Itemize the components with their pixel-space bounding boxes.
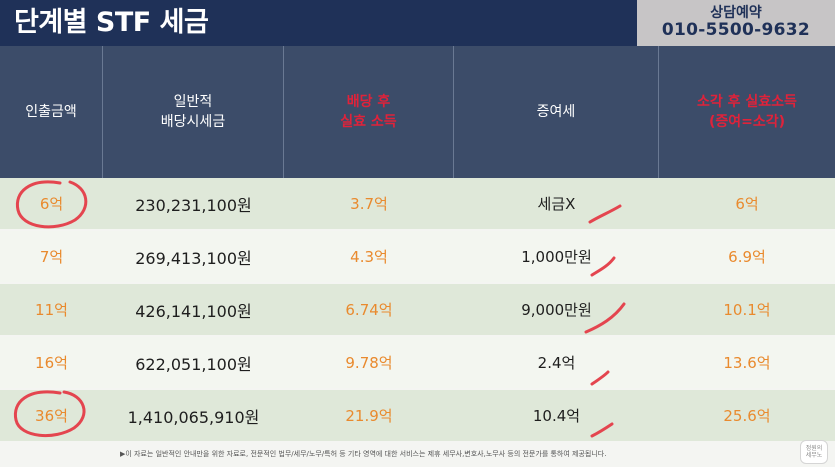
footer: ▶이 자료는 일반적인 안내만을 위한 자료로, 전문적인 법무/세무/노무/특…: [0, 445, 835, 467]
col-header-net-after-retire: 소각 후 실효소득 (증여=소각): [697, 94, 797, 130]
cell-gift-tax: 1,000만원: [521, 248, 592, 266]
cell-withdrawal: 7억: [39, 248, 64, 266]
cell-gift-tax: 세금X: [537, 195, 576, 213]
table-row: 16억 622,051,100원 9.78억 2.4억 13.6억: [0, 337, 835, 388]
cell-gift-tax: 10.4억: [532, 407, 581, 425]
cell-net-after-retire: 6억: [735, 195, 759, 213]
cell-net-income: 4.3억: [350, 248, 388, 266]
cell-net-after-retire: 25.6억: [723, 407, 771, 425]
cell-dividend-tax: 426,141,100원: [135, 301, 252, 321]
cell-net-after-retire: 10.1억: [723, 301, 771, 319]
table-row: 7억 269,413,100원 4.3억 1,000만원 6.9억: [0, 231, 835, 282]
cell-dividend-tax: 1,410,065,910원: [127, 407, 260, 427]
cell-gift-tax: 2.4억: [537, 354, 576, 372]
col-header-withdrawal: 인출금액: [0, 46, 103, 178]
cell-net-after-retire: 6.9억: [728, 248, 766, 266]
cell-withdrawal: 16억: [35, 354, 68, 372]
cell-gift-tax: 9,000만원: [521, 301, 592, 319]
table-row: 36억 1,410,065,910원 21.9억 10.4억 25.6억: [0, 390, 835, 441]
col-header-dividend-tax: 일반적 배당시세금: [103, 46, 284, 178]
contact-label: 상담예약: [710, 5, 762, 21]
cell-net-after-retire: 13.6억: [723, 354, 771, 372]
cell-dividend-tax: 622,051,100원: [135, 354, 252, 374]
col-header-net-income: 배당 후 실효 소득: [284, 46, 454, 178]
cell-dividend-tax: 269,413,100원: [135, 248, 252, 268]
cell-dividend-tax: 230,231,100원: [135, 195, 252, 215]
cell-withdrawal: 6억: [39, 195, 64, 213]
cell-net-income: 21.9억: [345, 407, 393, 425]
table-header: 인출금액 일반적 배당시세금 배당 후 실효 소득 증여세 소각 후 실효소득 …: [0, 46, 835, 178]
cell-net-income: 9.78억: [345, 354, 393, 372]
disclaimer-text: ▶이 자료는 일반적인 안내만을 위한 자료로, 전문적인 법무/세무/노무/특…: [120, 450, 607, 458]
brand-logo: 정원의 세무노: [800, 440, 828, 464]
page-title: 단계별 STF 세금: [14, 7, 209, 38]
cell-net-income: 3.7억: [350, 195, 388, 213]
contact-box[interactable]: 상담예약 010-5500-9632: [637, 0, 835, 46]
header-bar: 단계별 STF 세금 상담예약 010-5500-9632: [0, 0, 835, 46]
contact-phone[interactable]: 010-5500-9632: [661, 20, 811, 40]
cell-net-income: 6.74억: [345, 301, 393, 319]
col-header-gift-tax: 증여세: [454, 46, 659, 178]
table-row: 6억 230,231,100원 3.7억 세금X 6억: [0, 178, 835, 229]
table-row: 11억 426,141,100원 6.74억 9,000만원 10.1억: [0, 284, 835, 335]
cell-withdrawal: 36억: [35, 407, 68, 425]
cell-withdrawal: 11억: [35, 301, 68, 319]
